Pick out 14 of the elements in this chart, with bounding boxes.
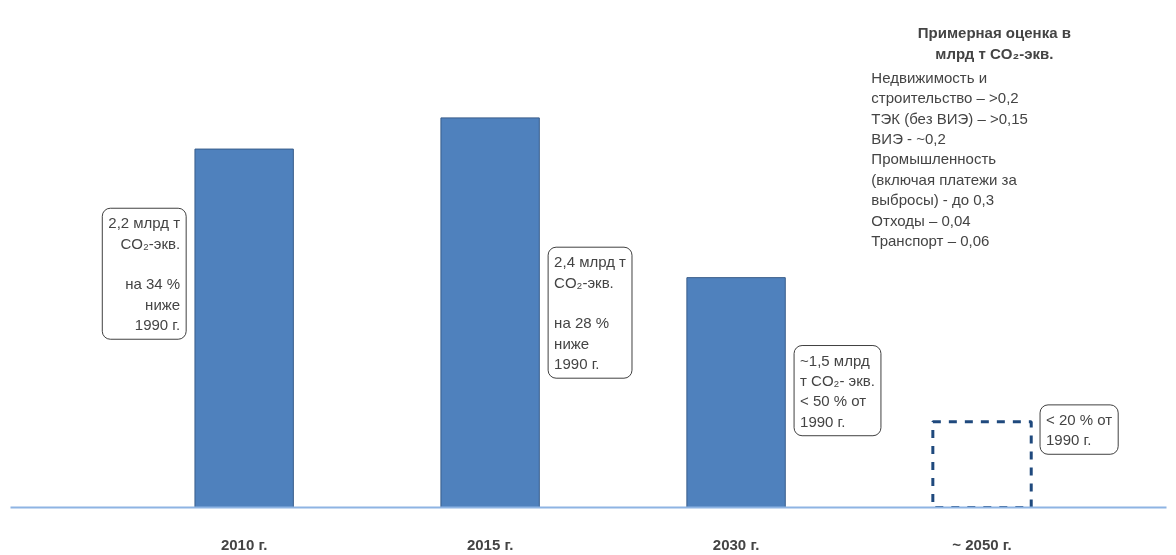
bar (931, 420, 1033, 508)
x-tick-label: ~ 2050 г. (952, 535, 1012, 553)
text: 2,4 млрд т CO₂-экв. на 28 % ниже 1990 г. (554, 253, 626, 373)
text: Недвижимость и строительство – >0,2 ТЭК (без ВИЭ) – >0,15 ВИЭ - ~0,2 Промышленность (включая платежи за выбросы) - до 0,3 Отходы – 0,04 Транспорт – 0,06 (871, 68, 1028, 250)
annotation: < 20 % от 1990 г. (1046, 410, 1113, 449)
x-tick-label: 2010 г. (220, 535, 268, 553)
bar (686, 277, 786, 508)
text: Примерная оценка в млрд т CO₂-экв. (917, 24, 1071, 62)
annotation: ~1,5 млрд т CO₂- экв. < 50 % от 1990 г. (800, 351, 875, 430)
bar (194, 148, 294, 508)
text: 2,2 млрд т CO₂-экв. на 34 % ниже 1990 г. (108, 214, 181, 334)
bar (440, 117, 540, 508)
x-tick-label: 2030 г. (712, 535, 760, 553)
x-tick-label: 2015 г. (466, 535, 514, 553)
